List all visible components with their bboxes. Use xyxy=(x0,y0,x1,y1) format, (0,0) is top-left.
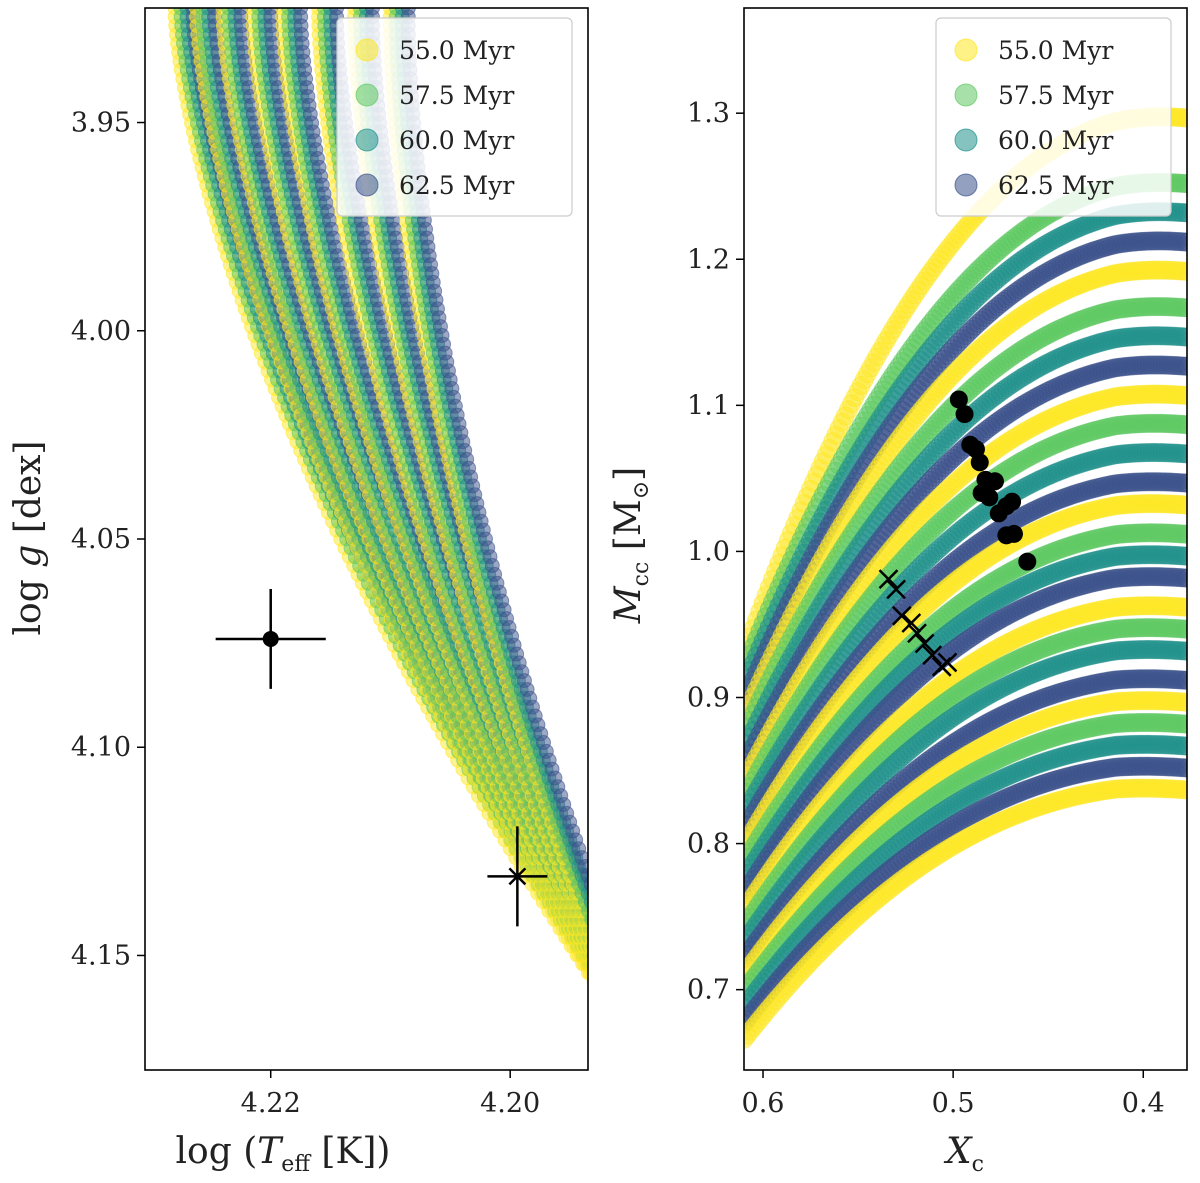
left-track-point xyxy=(590,948,604,962)
left-track-point xyxy=(587,925,588,932)
legend-label: 55.0 Myr xyxy=(399,36,514,65)
left-track-point xyxy=(592,939,606,953)
left-track-point xyxy=(593,948,607,962)
right-track-point xyxy=(1177,356,1187,376)
left-track-point xyxy=(581,920,588,936)
legend-marker xyxy=(355,38,379,62)
left-track-point xyxy=(583,877,588,891)
right-track-point xyxy=(1177,203,1187,223)
left-track-point xyxy=(587,944,588,948)
left-track-point xyxy=(583,895,588,909)
left-legend-box xyxy=(336,17,573,217)
legend-label: 62.5 Myr xyxy=(399,171,514,200)
left-track-point xyxy=(591,913,605,927)
legend-marker xyxy=(355,128,379,152)
right-panel: 0.70.80.91.01.11.21.3 0.6 0.5 0.4 Xc Mcc [… xyxy=(608,7,1188,1177)
left-track-point xyxy=(589,966,603,980)
legend-marker xyxy=(355,173,379,197)
left-track-point xyxy=(591,966,605,980)
right-track-point xyxy=(1177,327,1187,347)
left-track-point xyxy=(592,948,606,962)
legend-label: 57.5 Myr xyxy=(399,81,514,110)
left-track-point xyxy=(589,975,603,989)
left-observations xyxy=(215,588,548,927)
right-track-point xyxy=(1177,232,1187,252)
right-track-point xyxy=(1177,108,1187,128)
left-track-point xyxy=(590,966,604,980)
left-track-point xyxy=(593,966,607,980)
left-track-point xyxy=(583,939,588,953)
left-obs-circle xyxy=(262,630,279,647)
left-track-point xyxy=(590,948,604,962)
left-track-point xyxy=(589,921,603,935)
left-track-point xyxy=(590,957,604,971)
left-track-point xyxy=(586,950,588,960)
left-y-axis-label: log g [dex] xyxy=(8,441,49,636)
left-track-point xyxy=(586,968,588,977)
left-track-point xyxy=(589,957,603,971)
left-track-point xyxy=(591,957,605,971)
right-track-point xyxy=(1177,385,1187,405)
left-track-point xyxy=(590,921,604,935)
left-track-point xyxy=(592,957,606,971)
left-track-point xyxy=(590,930,604,944)
left-x-tick-label: 4.20 xyxy=(480,1088,540,1119)
left-track-point xyxy=(590,975,604,989)
legend-label: 60.0 Myr xyxy=(399,126,514,155)
left-track-point xyxy=(586,977,588,986)
left-track-point xyxy=(590,895,604,909)
left-track-point xyxy=(590,948,604,962)
left-track-point xyxy=(591,930,605,944)
left-track-point xyxy=(587,942,588,950)
left-y-tick-label: 4.15 xyxy=(71,940,131,971)
left-track-point xyxy=(591,939,605,953)
left-track-point xyxy=(584,913,588,927)
left-x-axis-label: log (Teff [K]) xyxy=(176,1131,391,1177)
left-track-point xyxy=(593,983,607,997)
left-track-point xyxy=(587,963,588,965)
left-track-point xyxy=(587,935,588,940)
left-y-tick-label: 4.05 xyxy=(71,524,131,555)
left-obs-cross xyxy=(508,867,527,886)
left-y-tick-label: 3.95 xyxy=(71,108,131,139)
left-track-point xyxy=(587,960,588,968)
left-track-point xyxy=(591,913,605,927)
right-track-point xyxy=(1177,261,1187,281)
left-track-point xyxy=(586,932,588,943)
left-track-point xyxy=(592,975,606,989)
left-track-point xyxy=(590,939,604,953)
legend-marker xyxy=(355,83,379,107)
left-y-tick-label: 4.10 xyxy=(71,732,131,763)
right-track-point xyxy=(1177,174,1187,194)
left-track-point xyxy=(586,950,588,960)
left-track-point xyxy=(587,952,588,958)
left-track-point xyxy=(587,907,588,915)
left-track-point xyxy=(592,957,606,971)
left-legend: 55.0 Myr 57.5 Myr 60.0 Myr 62.5 Myr xyxy=(336,17,573,217)
left-y-tick-label: 4.00 xyxy=(71,316,131,347)
left-track-point xyxy=(593,948,607,962)
left-panel: 3.95 4.00 4.05 4.10 4.15 4.22 4.20 log (Teff … xyxy=(8,7,607,1177)
right-track-point xyxy=(1177,298,1187,318)
left-track-point xyxy=(586,968,588,977)
left-track-point xyxy=(593,930,607,944)
left-x-tick-label: 4.22 xyxy=(241,1088,301,1119)
right-scatter-points xyxy=(744,107,1187,1049)
left-y-ticks: 3.95 4.00 4.05 4.10 4.15 xyxy=(71,108,145,971)
left-track-point xyxy=(587,952,588,958)
left-track-point xyxy=(586,888,588,898)
left-track-point xyxy=(587,907,588,914)
left-x-ticks: 4.22 4.20 xyxy=(241,1070,540,1119)
left-track-point xyxy=(587,944,588,948)
